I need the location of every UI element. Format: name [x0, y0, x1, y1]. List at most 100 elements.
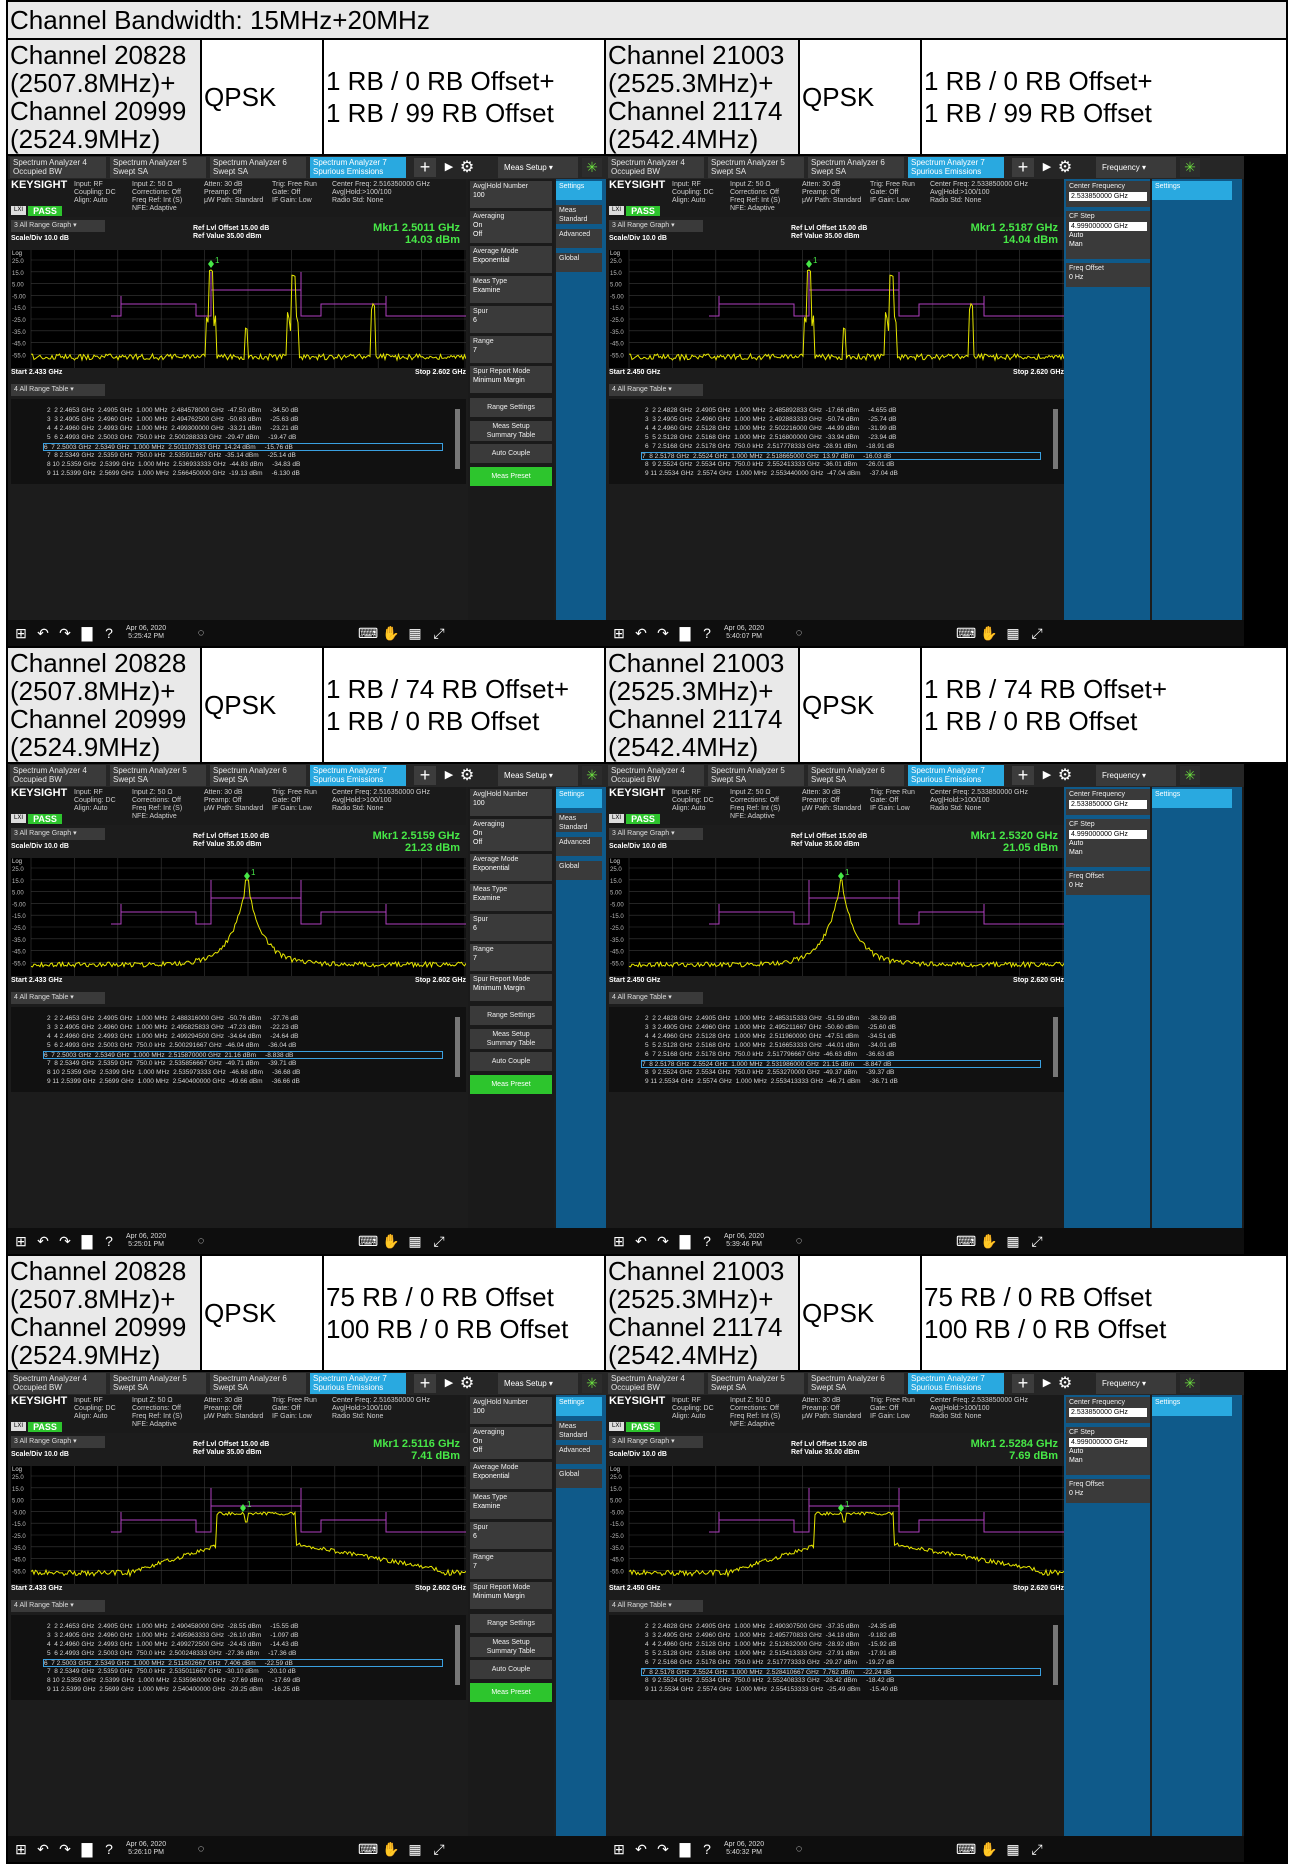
gear-icon[interactable]: ⚙: [459, 1375, 475, 1392]
meas-action-button[interactable]: Meas Preset: [470, 1075, 552, 1094]
windows-start-icon[interactable]: ⊞: [15, 1233, 27, 1249]
analyzer-tab[interactable]: Spectrum Analyzer 4 Occupied BW: [608, 1373, 704, 1394]
touch-icon[interactable]: ✋: [980, 1841, 998, 1857]
redo-icon[interactable]: ↷: [59, 1233, 71, 1249]
keyboard-icon[interactable]: ⌨: [956, 1841, 977, 1857]
sweep-status-icon[interactable]: ✳: [582, 766, 602, 785]
meas-setting-item[interactable]: Spur 6: [470, 914, 552, 941]
marker-1-diamond[interactable]: [806, 260, 812, 268]
table-row[interactable]: 4 4 2.4960 GHz 2.5128 GHz 1.000 MHz 2.51…: [645, 1641, 897, 1648]
help-icon[interactable]: ?: [703, 1841, 711, 1857]
gear-icon[interactable]: ⚙: [459, 159, 475, 176]
analyzer-tab[interactable]: Spectrum Analyzer 6 Swept SA: [808, 765, 904, 786]
table-row[interactable]: 9 11 2.5399 GHz 2.5699 GHz 1.000 MHz 2.5…: [47, 1686, 300, 1693]
meas-setting-item[interactable]: Averaging On Off: [470, 211, 552, 243]
table-window-label[interactable]: 4 All Range Table ▾: [11, 992, 105, 1004]
meas-setting-item[interactable]: Avg|Hold Number 100: [470, 1397, 552, 1424]
side-menu-button[interactable]: Global: [556, 253, 602, 272]
play-arrow-icon[interactable]: ▶: [444, 161, 454, 173]
touch-icon[interactable]: ✋: [980, 625, 998, 641]
keyboard-icon[interactable]: ⌨: [956, 1233, 977, 1249]
table-row[interactable]: 9 11 2.5534 GHz 2.5574 GHz 1.000 MHz 2.5…: [645, 1686, 898, 1693]
table-row[interactable]: 3 3 2.4905 GHz 2.4960 GHz 1.000 MHz 2.49…: [645, 1024, 896, 1031]
add-screen-button[interactable]: +: [414, 158, 436, 177]
add-screen-button[interactable]: +: [1012, 766, 1034, 785]
window-layout-icon[interactable]: ▦: [408, 625, 422, 641]
analyzer-tab[interactable]: Spectrum Analyzer 6 Swept SA: [210, 765, 306, 786]
analyzer-tab[interactable]: Spectrum Analyzer 5 Swept SA: [708, 765, 804, 786]
graph-window-label[interactable]: 3 All Range Graph ▾: [609, 1436, 703, 1448]
frequency-setting-value[interactable]: 0 Hz: [1069, 1490, 1084, 1497]
table-row[interactable]: 3 3 2.4905 GHz 2.4960 GHz 1.000 MHz 2.49…: [645, 416, 897, 423]
undo-icon[interactable]: ↶: [635, 625, 647, 641]
window-layout-icon[interactable]: ▦: [1006, 1233, 1020, 1249]
analyzer-tab[interactable]: Spectrum Analyzer 4 Occupied BW: [10, 1373, 106, 1394]
add-screen-button[interactable]: +: [414, 1374, 436, 1393]
table-row[interactable]: 5 5 2.5128 GHz 2.5168 GHz 1.000 MHz 2.51…: [645, 1650, 897, 1657]
analyzer-tab[interactable]: Spectrum Analyzer 5 Swept SA: [110, 1373, 206, 1394]
table-row[interactable]: 6 7 2.5168 GHz 2.5178 GHz 750.0 kHz 2.51…: [645, 1051, 895, 1058]
table-row[interactable]: 2 2 2.4653 GHz 2.4905 GHz 1.000 MHz 2.49…: [47, 1623, 299, 1630]
graph-window-label[interactable]: 3 All Range Graph ▾: [11, 828, 105, 840]
redo-icon[interactable]: ↷: [59, 1841, 71, 1857]
table-row[interactable]: 7 8 2.5349 GHz 2.5359 GHz 750.0 kHz 2.53…: [47, 1060, 297, 1067]
meas-setting-item[interactable]: Avg|Hold Number 100: [470, 789, 552, 816]
side-menu-button[interactable]: Settings: [1152, 181, 1232, 200]
frequency-setting-item[interactable]: Center Frequency 2.533850000 GHz: [1066, 789, 1150, 815]
meas-setting-item[interactable]: Average Mode Exponential: [470, 1462, 552, 1489]
fullscreen-icon[interactable]: ⤢: [1031, 625, 1043, 641]
auto-man-toggle[interactable]: Auto Man: [1069, 232, 1084, 248]
keyboard-icon[interactable]: ⌨: [358, 1841, 379, 1857]
play-arrow-icon[interactable]: ▶: [444, 769, 454, 781]
add-screen-button[interactable]: +: [414, 766, 436, 785]
analyzer-tab[interactable]: Spectrum Analyzer 7 Spurious Emissions: [310, 1373, 406, 1394]
meas-setting-item[interactable]: Average Mode Exponential: [470, 246, 552, 273]
table-row[interactable]: 9 11 2.5534 GHz 2.5574 GHz 1.000 MHz 2.5…: [645, 1078, 898, 1085]
meas-action-button[interactable]: Range Settings: [470, 1006, 552, 1025]
frequency-setting-item[interactable]: Freq Offset 0 Hz: [1066, 263, 1150, 287]
table-row[interactable]: 3 3 2.4905 GHz 2.4960 GHz 1.000 MHz 2.49…: [47, 1024, 299, 1031]
analyzer-tab[interactable]: Spectrum Analyzer 4 Occupied BW: [10, 765, 106, 786]
meas-action-button[interactable]: Auto Couple: [470, 1052, 552, 1071]
frequency-setting-item[interactable]: CF Step 4.999000000 GHz Auto Man: [1066, 819, 1150, 867]
analyzer-tab[interactable]: Spectrum Analyzer 7 Spurious Emissions: [908, 765, 1004, 786]
chat-bubble-icon[interactable]: ◌: [197, 627, 205, 639]
table-row[interactable]: 4 4 2.4960 GHz 2.5128 GHz 1.000 MHz 2.51…: [645, 1033, 896, 1040]
chat-bubble-icon[interactable]: ◌: [795, 1235, 803, 1247]
fullscreen-icon[interactable]: ⤢: [433, 1841, 445, 1857]
table-row[interactable]: 8 10 2.5359 GHz 2.5399 GHz 1.000 MHz 2.5…: [47, 1677, 301, 1684]
meas-setting-item[interactable]: Spur 6: [470, 1522, 552, 1549]
folder-icon[interactable]: ▇: [81, 625, 93, 641]
undo-icon[interactable]: ↶: [37, 1233, 49, 1249]
marker-1-diamond[interactable]: [244, 872, 250, 880]
meas-setting-item[interactable]: Range 7: [470, 1552, 552, 1579]
table-row[interactable]: 6 7 2.5003 GHz 2.5349 GHz 1.000 MHz 2.51…: [43, 1051, 443, 1059]
redo-icon[interactable]: ↷: [657, 1841, 669, 1857]
analyzer-tab[interactable]: Spectrum Analyzer 7 Spurious Emissions: [908, 1373, 1004, 1394]
help-icon[interactable]: ?: [703, 1233, 711, 1249]
table-row[interactable]: 4 4 2.4960 GHz 2.4993 GHz 1.000 MHz 2.49…: [47, 1033, 299, 1040]
analyzer-tab[interactable]: Spectrum Analyzer 6 Swept SA: [808, 157, 904, 178]
analyzer-tab[interactable]: Spectrum Analyzer 7 Spurious Emissions: [310, 765, 406, 786]
frequency-setting-item[interactable]: Center Frequency 2.533850000 GHz: [1066, 181, 1150, 207]
marker-1-diamond[interactable]: [838, 872, 844, 880]
side-menu-button[interactable]: Settings: [556, 181, 602, 200]
graph-window-label[interactable]: 3 All Range Graph ▾: [609, 828, 703, 840]
meas-setting-item[interactable]: Meas Type Examine: [470, 276, 552, 303]
table-scrollbar[interactable]: [1053, 1017, 1058, 1077]
frequency-setting-item[interactable]: Center Frequency 2.533850000 GHz: [1066, 1397, 1150, 1423]
table-window-label[interactable]: 4 All Range Table ▾: [11, 1600, 105, 1612]
frequency-setting-item[interactable]: Freq Offset 0 Hz: [1066, 1479, 1150, 1503]
add-screen-button[interactable]: +: [1012, 158, 1034, 177]
table-row[interactable]: 4 4 2.4960 GHz 2.4993 GHz 1.000 MHz 2.49…: [47, 1641, 299, 1648]
graph-window-label[interactable]: 3 All Range Graph ▾: [609, 220, 703, 232]
table-row[interactable]: 7 8 2.5178 GHz 2.5524 GHz 1.000 MHz 2.51…: [641, 452, 1041, 460]
table-row[interactable]: 8 10 2.5359 GHz 2.5399 GHz 1.000 MHz 2.5…: [47, 461, 301, 468]
table-row[interactable]: 5 6 2.4993 GHz 2.5003 GHz 750.0 kHz 2.50…: [47, 1650, 297, 1657]
marker-1-diamond[interactable]: [240, 1504, 246, 1512]
sweep-status-icon[interactable]: ✳: [1180, 766, 1200, 785]
analyzer-tab[interactable]: Spectrum Analyzer 4 Occupied BW: [10, 157, 106, 178]
meas-setting-item[interactable]: Range 7: [470, 336, 552, 363]
touch-icon[interactable]: ✋: [382, 1841, 400, 1857]
meas-setting-item[interactable]: Averaging On Off: [470, 1427, 552, 1459]
